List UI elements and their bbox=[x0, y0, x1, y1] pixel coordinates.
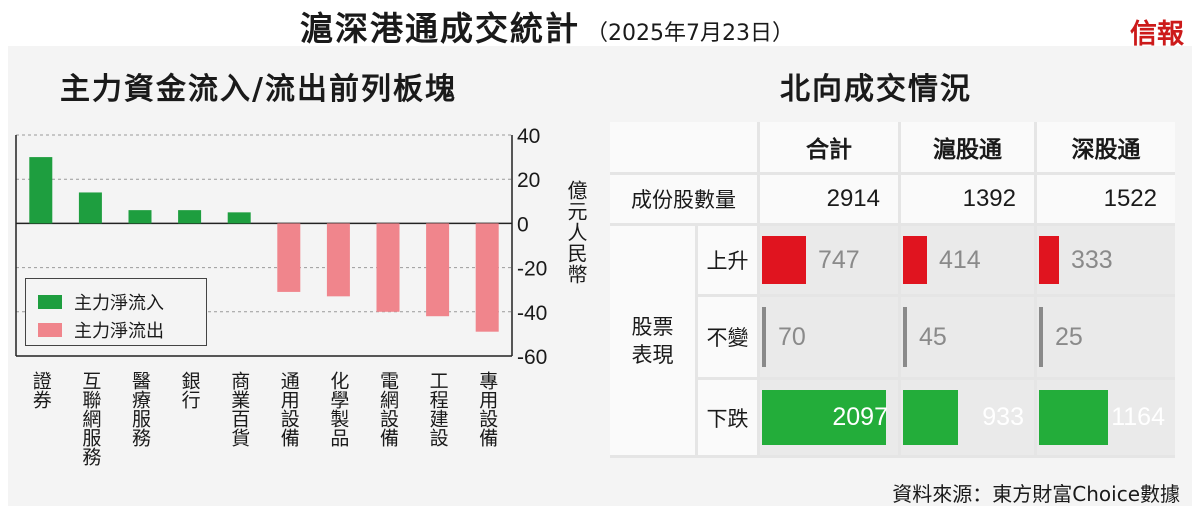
y-tick-label: -40 bbox=[517, 302, 547, 325]
category-labels: 證券 互聯網服務 醫療服務 銀行 商業百貨 通用設備 化學製品 電網設備 工程建設 專用設備 bbox=[0, 371, 540, 506]
value-bar bbox=[1039, 390, 1108, 445]
group-label-line: 股票 bbox=[631, 314, 674, 339]
category-label: 互聯網服務 bbox=[79, 371, 102, 466]
y-tick-label: -20 bbox=[517, 258, 547, 281]
count-value: 1522 bbox=[1037, 175, 1175, 223]
row-label: 上升 bbox=[698, 226, 757, 294]
northbound-table: 合計 滬股通 深股通 成份股數量 2914 1392 1522 股票 表現 上升 747 414 333… bbox=[610, 122, 1175, 458]
count-value: 1392 bbox=[901, 175, 1034, 223]
y-tick-label: 20 bbox=[517, 169, 540, 192]
brand-logo: 信報 bbox=[1130, 19, 1184, 50]
value-bar bbox=[1039, 236, 1059, 284]
bar-9 bbox=[426, 223, 450, 317]
value-cell: 70 bbox=[760, 297, 898, 377]
value-label: 414 bbox=[939, 245, 981, 274]
value-label: 45 bbox=[919, 322, 947, 351]
legend-swatch-outflow bbox=[38, 323, 62, 337]
y-tick-label: 40 bbox=[517, 125, 540, 148]
value-cell: 2097 bbox=[760, 380, 898, 455]
category-label: 專用設備 bbox=[476, 371, 499, 447]
row-label: 下跌 bbox=[698, 380, 757, 455]
bar-4 bbox=[178, 210, 202, 224]
value-label: 747 bbox=[818, 245, 860, 274]
value-bar bbox=[762, 236, 806, 284]
table-title: 北向成交情況 bbox=[780, 72, 972, 107]
legend-label-inflow: 主力淨流入 bbox=[74, 293, 164, 314]
category-label: 證券 bbox=[29, 371, 52, 409]
value-label: 933 bbox=[982, 403, 1024, 431]
source-note: 資料來源：東方財富Choice數據 bbox=[892, 482, 1180, 506]
y-tick-label: 0 bbox=[517, 213, 529, 236]
column-header: 滬股通 bbox=[901, 122, 1034, 172]
bar-8 bbox=[376, 223, 400, 312]
title-date: （2025年7月23日） bbox=[586, 21, 794, 46]
value-cell: 747 bbox=[760, 226, 898, 294]
value-bar bbox=[903, 307, 907, 367]
row-label: 不變 bbox=[698, 297, 757, 377]
legend-item-inflow: 主力淨流入 bbox=[38, 289, 164, 315]
bar-3 bbox=[128, 210, 152, 224]
value-cell: 1164 bbox=[1037, 380, 1175, 455]
column-header: 合計 bbox=[760, 122, 898, 172]
value-label: 1164 bbox=[1111, 403, 1165, 431]
category-label: 化學製品 bbox=[327, 371, 350, 447]
count-label: 成份股數量 bbox=[610, 175, 757, 223]
value-cell: 45 bbox=[901, 297, 1034, 377]
y-axis-unit: 億元人民幣 bbox=[564, 180, 588, 285]
table-corner bbox=[610, 122, 757, 172]
value-bar bbox=[762, 307, 766, 367]
category-label: 醫療服務 bbox=[129, 371, 151, 447]
bar-7 bbox=[326, 223, 350, 297]
category-label: 商業百貨 bbox=[228, 371, 251, 447]
chart-title: 主力資金流入/流出前列板塊 bbox=[60, 72, 457, 107]
legend-item-outflow: 主力淨流出 bbox=[38, 317, 164, 343]
value-bar bbox=[903, 390, 958, 445]
legend-swatch-inflow bbox=[38, 295, 62, 309]
column-header: 深股通 bbox=[1037, 122, 1175, 172]
value-bar bbox=[903, 236, 927, 284]
value-label: 333 bbox=[1071, 245, 1113, 274]
category-label: 電網設備 bbox=[377, 371, 399, 447]
group-label-line: 表現 bbox=[631, 342, 674, 367]
category-label: 銀行 bbox=[178, 371, 201, 409]
value-label: 25 bbox=[1055, 322, 1083, 351]
bar-1 bbox=[29, 157, 53, 224]
value-bar bbox=[1039, 307, 1043, 367]
value-cell: 333 bbox=[1037, 226, 1175, 294]
value-cell: 25 bbox=[1037, 297, 1175, 377]
value-bar bbox=[762, 390, 886, 445]
group-label: 股票 表現 bbox=[610, 226, 695, 455]
chart-legend: 主力淨流入 主力淨流出 bbox=[25, 278, 207, 346]
value-cell: 414 bbox=[901, 226, 1034, 294]
category-label: 工程建設 bbox=[426, 371, 449, 447]
count-value: 2914 bbox=[760, 175, 898, 223]
y-tick-label: -60 bbox=[517, 346, 547, 369]
bar-6 bbox=[277, 223, 301, 292]
bar-2 bbox=[78, 192, 102, 224]
fund-flow-chart: 40 20 0 -20 -40 -60 bbox=[15, 125, 547, 369]
title-text: 滬深港通成交統計 bbox=[300, 9, 580, 48]
value-label: 2097 bbox=[832, 403, 888, 431]
category-label: 通用設備 bbox=[277, 371, 300, 447]
legend-label-outflow: 主力淨流出 bbox=[74, 321, 164, 342]
bar-10 bbox=[475, 223, 499, 332]
value-cell: 933 bbox=[901, 380, 1034, 455]
bar-5 bbox=[227, 212, 251, 224]
value-label: 70 bbox=[778, 322, 806, 351]
page-title: 滬深港通成交統計 （2025年7月23日） bbox=[300, 2, 794, 48]
